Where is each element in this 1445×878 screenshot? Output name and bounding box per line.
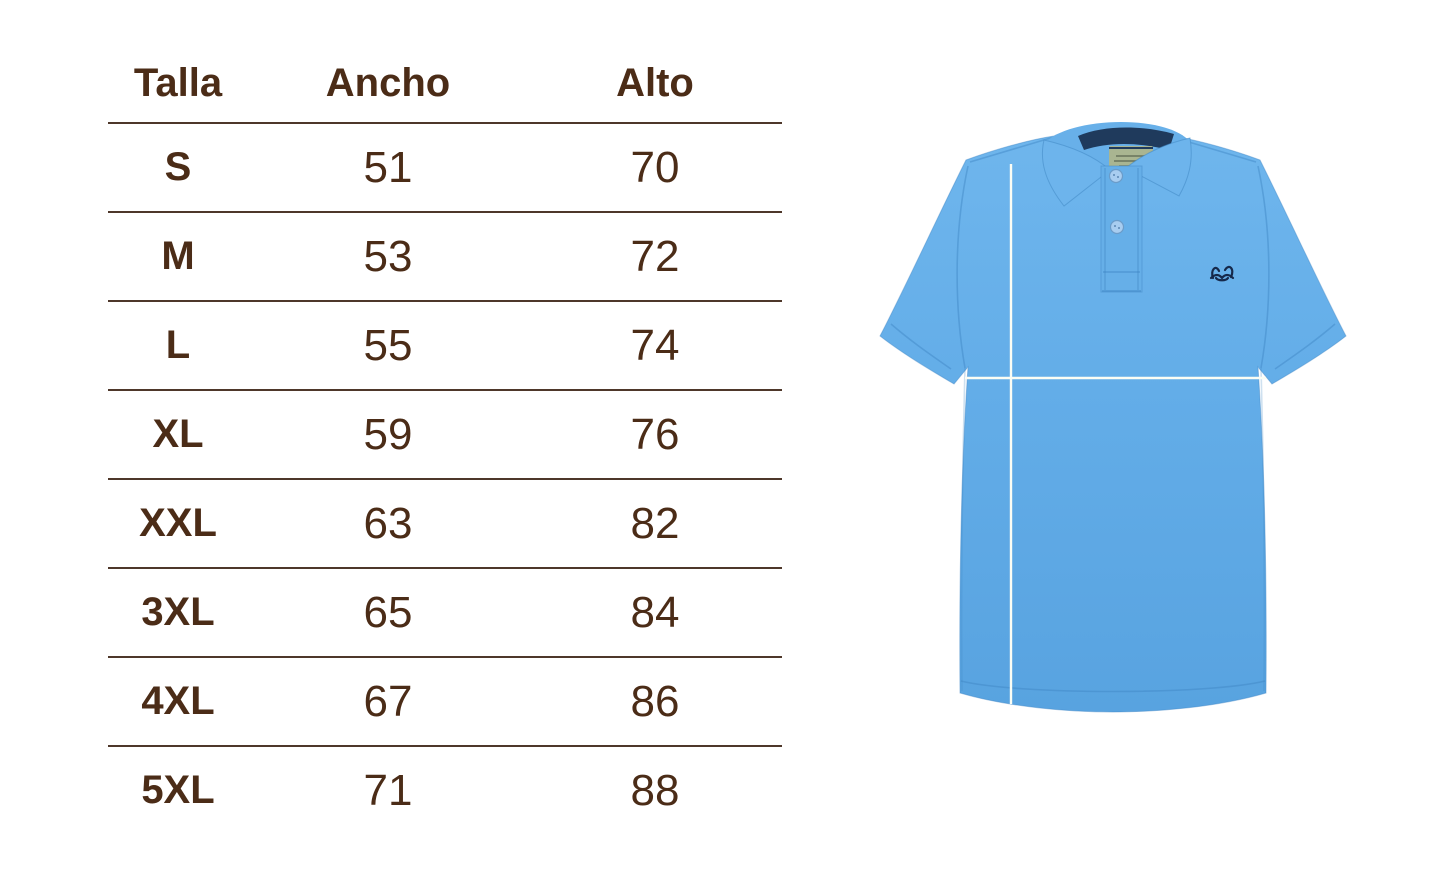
width-value-cell: 71 [363,765,413,815]
size-label-cell: XL [108,391,248,480]
width-value-cell: 63 [248,480,528,569]
column-header-alto: Alto [528,44,782,124]
height-value-cell: 76 [528,391,782,480]
shirt-button-bottom [1109,219,1125,235]
size-label-cell: 3XL [108,569,248,658]
height-value-cell: 84 [528,569,782,658]
width-value-cell: 65 [248,569,528,658]
collar-leaf-left [1041,139,1111,207]
height-value-cell: 86 [528,658,782,747]
column-header-ancho: Ancho [248,44,528,124]
height-value-cell: 82 [528,480,782,569]
width-value-cell: 67 [248,658,528,747]
collar-inner-band [1078,127,1174,150]
size-label-cell: L [108,302,248,391]
height-value-cell: 72 [528,213,782,302]
shirt-button-top [1108,168,1124,184]
width-value-cell: 55 [248,302,528,391]
collar [1041,121,1192,207]
brand-logo-icon [1209,265,1235,282]
placket [1100,165,1143,293]
column-header-talla: Talla [108,44,248,124]
shirt-seams [890,136,1336,693]
size-chart-table: Talla Ancho Alto S 51 70 M 53 72 L 55 74… [108,44,782,834]
size-label-cell: S [108,124,248,213]
height-value-cell: 70 [528,124,782,213]
size-label-cell: XXL [108,480,248,569]
polo-shirt-illustration [879,121,1347,713]
width-value-cell: 51 [248,124,528,213]
width-value-cell: 53 [248,213,528,302]
size-label-cell: 4XL [108,658,248,747]
height-value-cell: 74 [528,302,782,391]
shirt-body [879,127,1347,713]
size-label-cell: 5XL [141,768,215,812]
size-label-cell: M [108,213,248,302]
height-value-cell: 88 [630,765,680,815]
polo-shirt-image [858,96,1442,746]
width-value-cell: 59 [248,391,528,480]
